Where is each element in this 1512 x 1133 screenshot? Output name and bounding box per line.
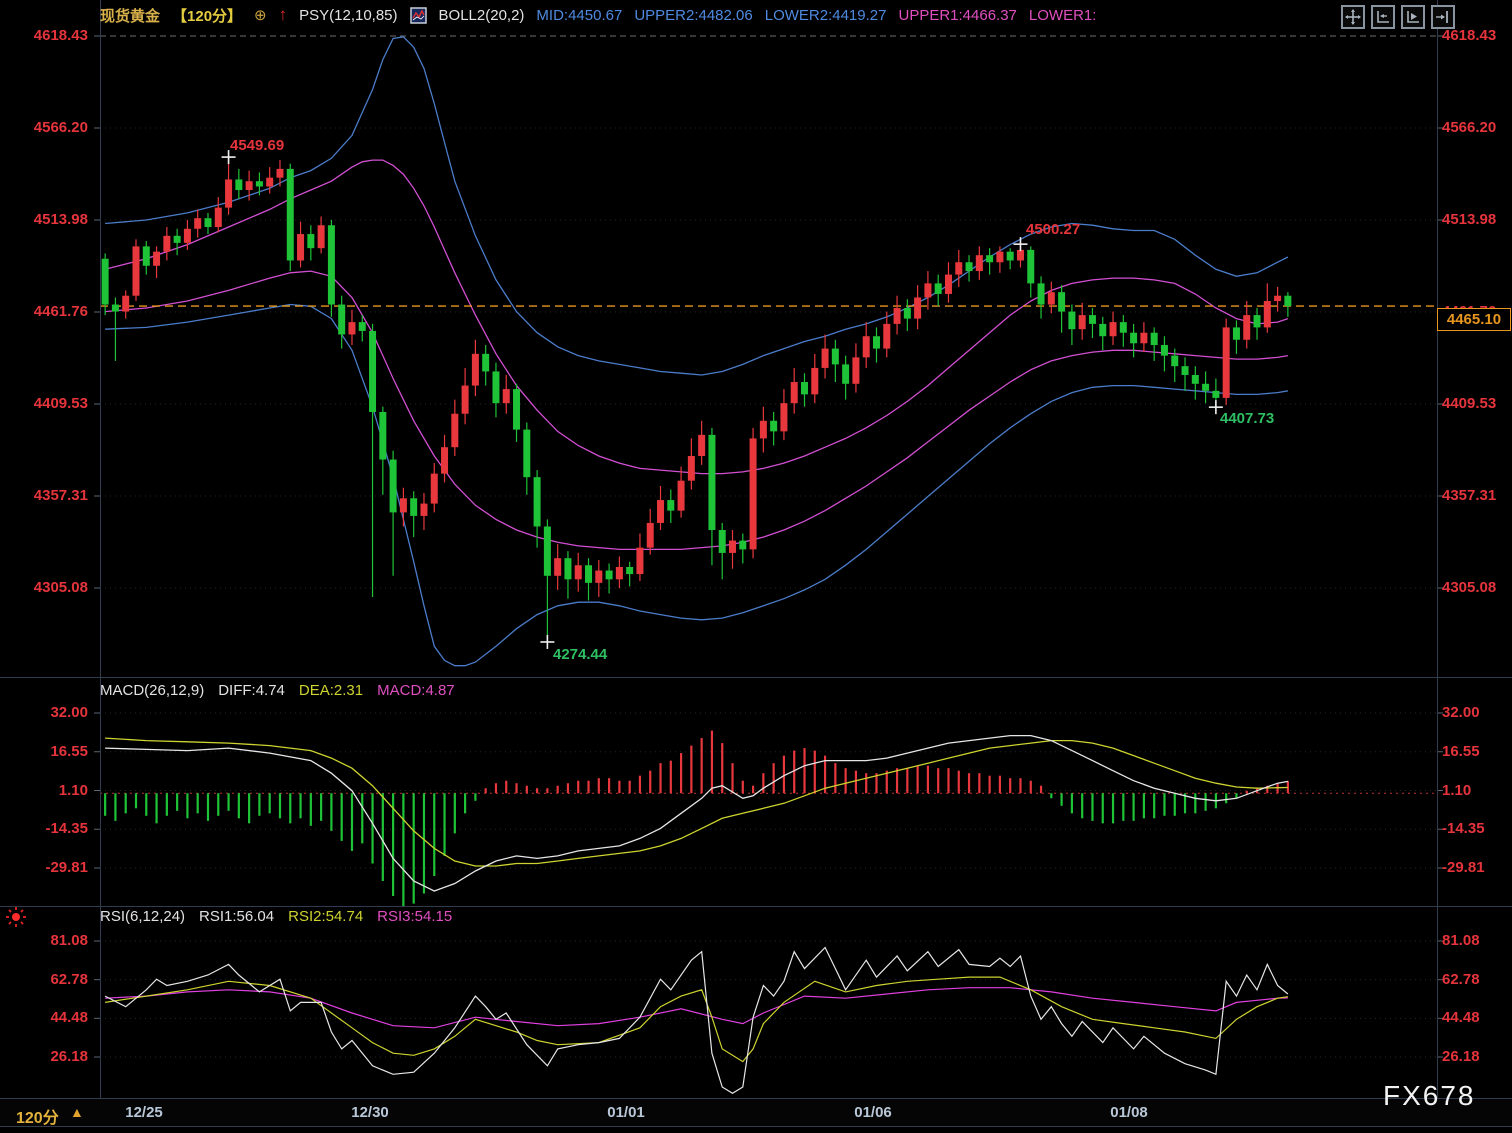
low-price-annotation: 4274.44 bbox=[553, 646, 608, 663]
axis-label: 62.78 bbox=[50, 971, 88, 988]
date-tick: 01/06 bbox=[854, 1104, 892, 1121]
axis-label: -29.81 bbox=[45, 859, 88, 876]
symbol-name: 现货黄金 bbox=[100, 7, 161, 25]
panel-divider bbox=[0, 677, 1512, 678]
timeframe-arrow-icon[interactable]: ▲ bbox=[70, 1104, 84, 1120]
panel-divider bbox=[0, 906, 1512, 907]
axis-label: 32.00 bbox=[1442, 704, 1480, 721]
boll-chart-icon[interactable] bbox=[409, 6, 427, 24]
timeframe-selector[interactable]: 120分 bbox=[16, 1110, 59, 1127]
low-price-annotation: 4407.73 bbox=[1220, 410, 1275, 427]
crosshair-tool-button[interactable] bbox=[1341, 5, 1365, 29]
date-tick: 12/25 bbox=[125, 1104, 163, 1121]
axis-label: 62.78 bbox=[1442, 971, 1480, 988]
date-tick: 12/30 bbox=[351, 1104, 389, 1121]
axis-left-arrow-icon bbox=[1377, 11, 1389, 23]
macd-diff-value: DIFF:4.74 bbox=[218, 682, 285, 699]
watermark: FX678 bbox=[1383, 1080, 1476, 1111]
axis-label: 4357.31 bbox=[1442, 487, 1497, 504]
add-indicator-icon[interactable]: ⊕ bbox=[254, 7, 267, 24]
alert-sun-icon bbox=[6, 907, 26, 927]
axis-label: 4618.43 bbox=[33, 27, 88, 44]
boll-lower2-value: LOWER2:4419.27 bbox=[764, 6, 887, 24]
axis-label: 4513.98 bbox=[33, 211, 88, 228]
boll-indicator-label: BOLL2(20,2) bbox=[438, 6, 525, 24]
axis-label: 44.48 bbox=[1442, 1009, 1480, 1026]
axis-label: -14.35 bbox=[45, 820, 88, 837]
axis-label: -29.81 bbox=[1442, 859, 1485, 876]
zoom-in-range-button[interactable] bbox=[1401, 5, 1425, 29]
rsi-title: RSI(6,12,24) bbox=[100, 908, 186, 925]
axis-label: -14.35 bbox=[1442, 820, 1485, 837]
plot-right-border bbox=[1437, 0, 1438, 1127]
indicator-header: 现货黄金 【120分】 ⊕ ↑ PSY(12,10,85) BOLL2(20,2… bbox=[100, 0, 1096, 30]
axis-label: 26.18 bbox=[1442, 1048, 1480, 1065]
axis-label: 16.55 bbox=[50, 743, 88, 760]
axis-label: 4566.20 bbox=[1442, 119, 1497, 136]
axis-label: 26.18 bbox=[50, 1048, 88, 1065]
timeframe-label: 【120分】 bbox=[172, 7, 243, 25]
axis-label: 32.00 bbox=[50, 704, 88, 721]
axis-label: 4461.76 bbox=[33, 303, 88, 320]
axis-play-icon bbox=[1407, 11, 1419, 23]
date-tick: 01/01 bbox=[607, 1104, 645, 1121]
axis-label: 81.08 bbox=[1442, 932, 1480, 949]
jump-to-latest-button[interactable] bbox=[1431, 5, 1455, 29]
date-tick: 01/08 bbox=[1110, 1104, 1148, 1121]
boll-mid-value: MID:4450.67 bbox=[536, 6, 623, 24]
macd-title: MACD(26,12,9) bbox=[100, 682, 205, 699]
axis-label: 1.10 bbox=[1442, 782, 1472, 799]
plot-left-border bbox=[100, 0, 101, 1127]
axis-label: 4357.31 bbox=[33, 487, 88, 504]
boll-upper1-value: UPPER1:4466.37 bbox=[898, 6, 1017, 24]
up-arrow-icon: ↑ bbox=[278, 5, 288, 24]
axis-label: 4566.20 bbox=[33, 119, 88, 136]
axis-label: 4305.08 bbox=[1442, 579, 1497, 596]
psy-indicator-label: PSY(12,10,85) bbox=[299, 6, 398, 24]
high-price-annotation: 4500.27 bbox=[1026, 221, 1081, 238]
rsi1-value: RSI1:56.04 bbox=[199, 908, 275, 925]
boll-upper2-value: UPPER2:4482.06 bbox=[634, 6, 753, 24]
macd-value: MACD:4.87 bbox=[377, 682, 455, 699]
axis-label: 4305.08 bbox=[33, 579, 88, 596]
axis-label: 4409.53 bbox=[1442, 395, 1497, 412]
crosshair-icon bbox=[1345, 9, 1361, 25]
macd-header: MACD(26,12,9) DIFF:4.74 DEA:2.31 MACD:4.… bbox=[100, 682, 455, 699]
boll-lower1-value: LOWER1: bbox=[1028, 6, 1097, 24]
axis-label: 4409.53 bbox=[33, 395, 88, 412]
axis-label: 16.55 bbox=[1442, 743, 1480, 760]
time-axis-bar: 120分 ▲ 12/25 12/30 01/01 01/06 01/08 bbox=[0, 1098, 1512, 1127]
rsi3-value: RSI3:54.15 bbox=[377, 908, 453, 925]
high-price-annotation: 4549.69 bbox=[230, 137, 285, 154]
axis-label: 4513.98 bbox=[1442, 211, 1497, 228]
axis-label: 44.48 bbox=[50, 1009, 88, 1026]
arrow-to-bar-icon bbox=[1436, 11, 1448, 23]
macd-dea-value: DEA:2.31 bbox=[298, 682, 364, 699]
rsi-header: RSI(6,12,24) RSI1:56.04 RSI2:54.74 RSI3:… bbox=[100, 908, 452, 925]
rsi2-value: RSI2:54.74 bbox=[288, 908, 364, 925]
axis-label: 1.10 bbox=[58, 782, 88, 799]
zoom-out-range-button[interactable] bbox=[1371, 5, 1395, 29]
chart-toolbar bbox=[1341, 5, 1455, 29]
axis-label: 4618.43 bbox=[1442, 27, 1497, 44]
current-price-tag: 4465.10 bbox=[1437, 308, 1511, 331]
axis-label: 81.08 bbox=[50, 932, 88, 949]
